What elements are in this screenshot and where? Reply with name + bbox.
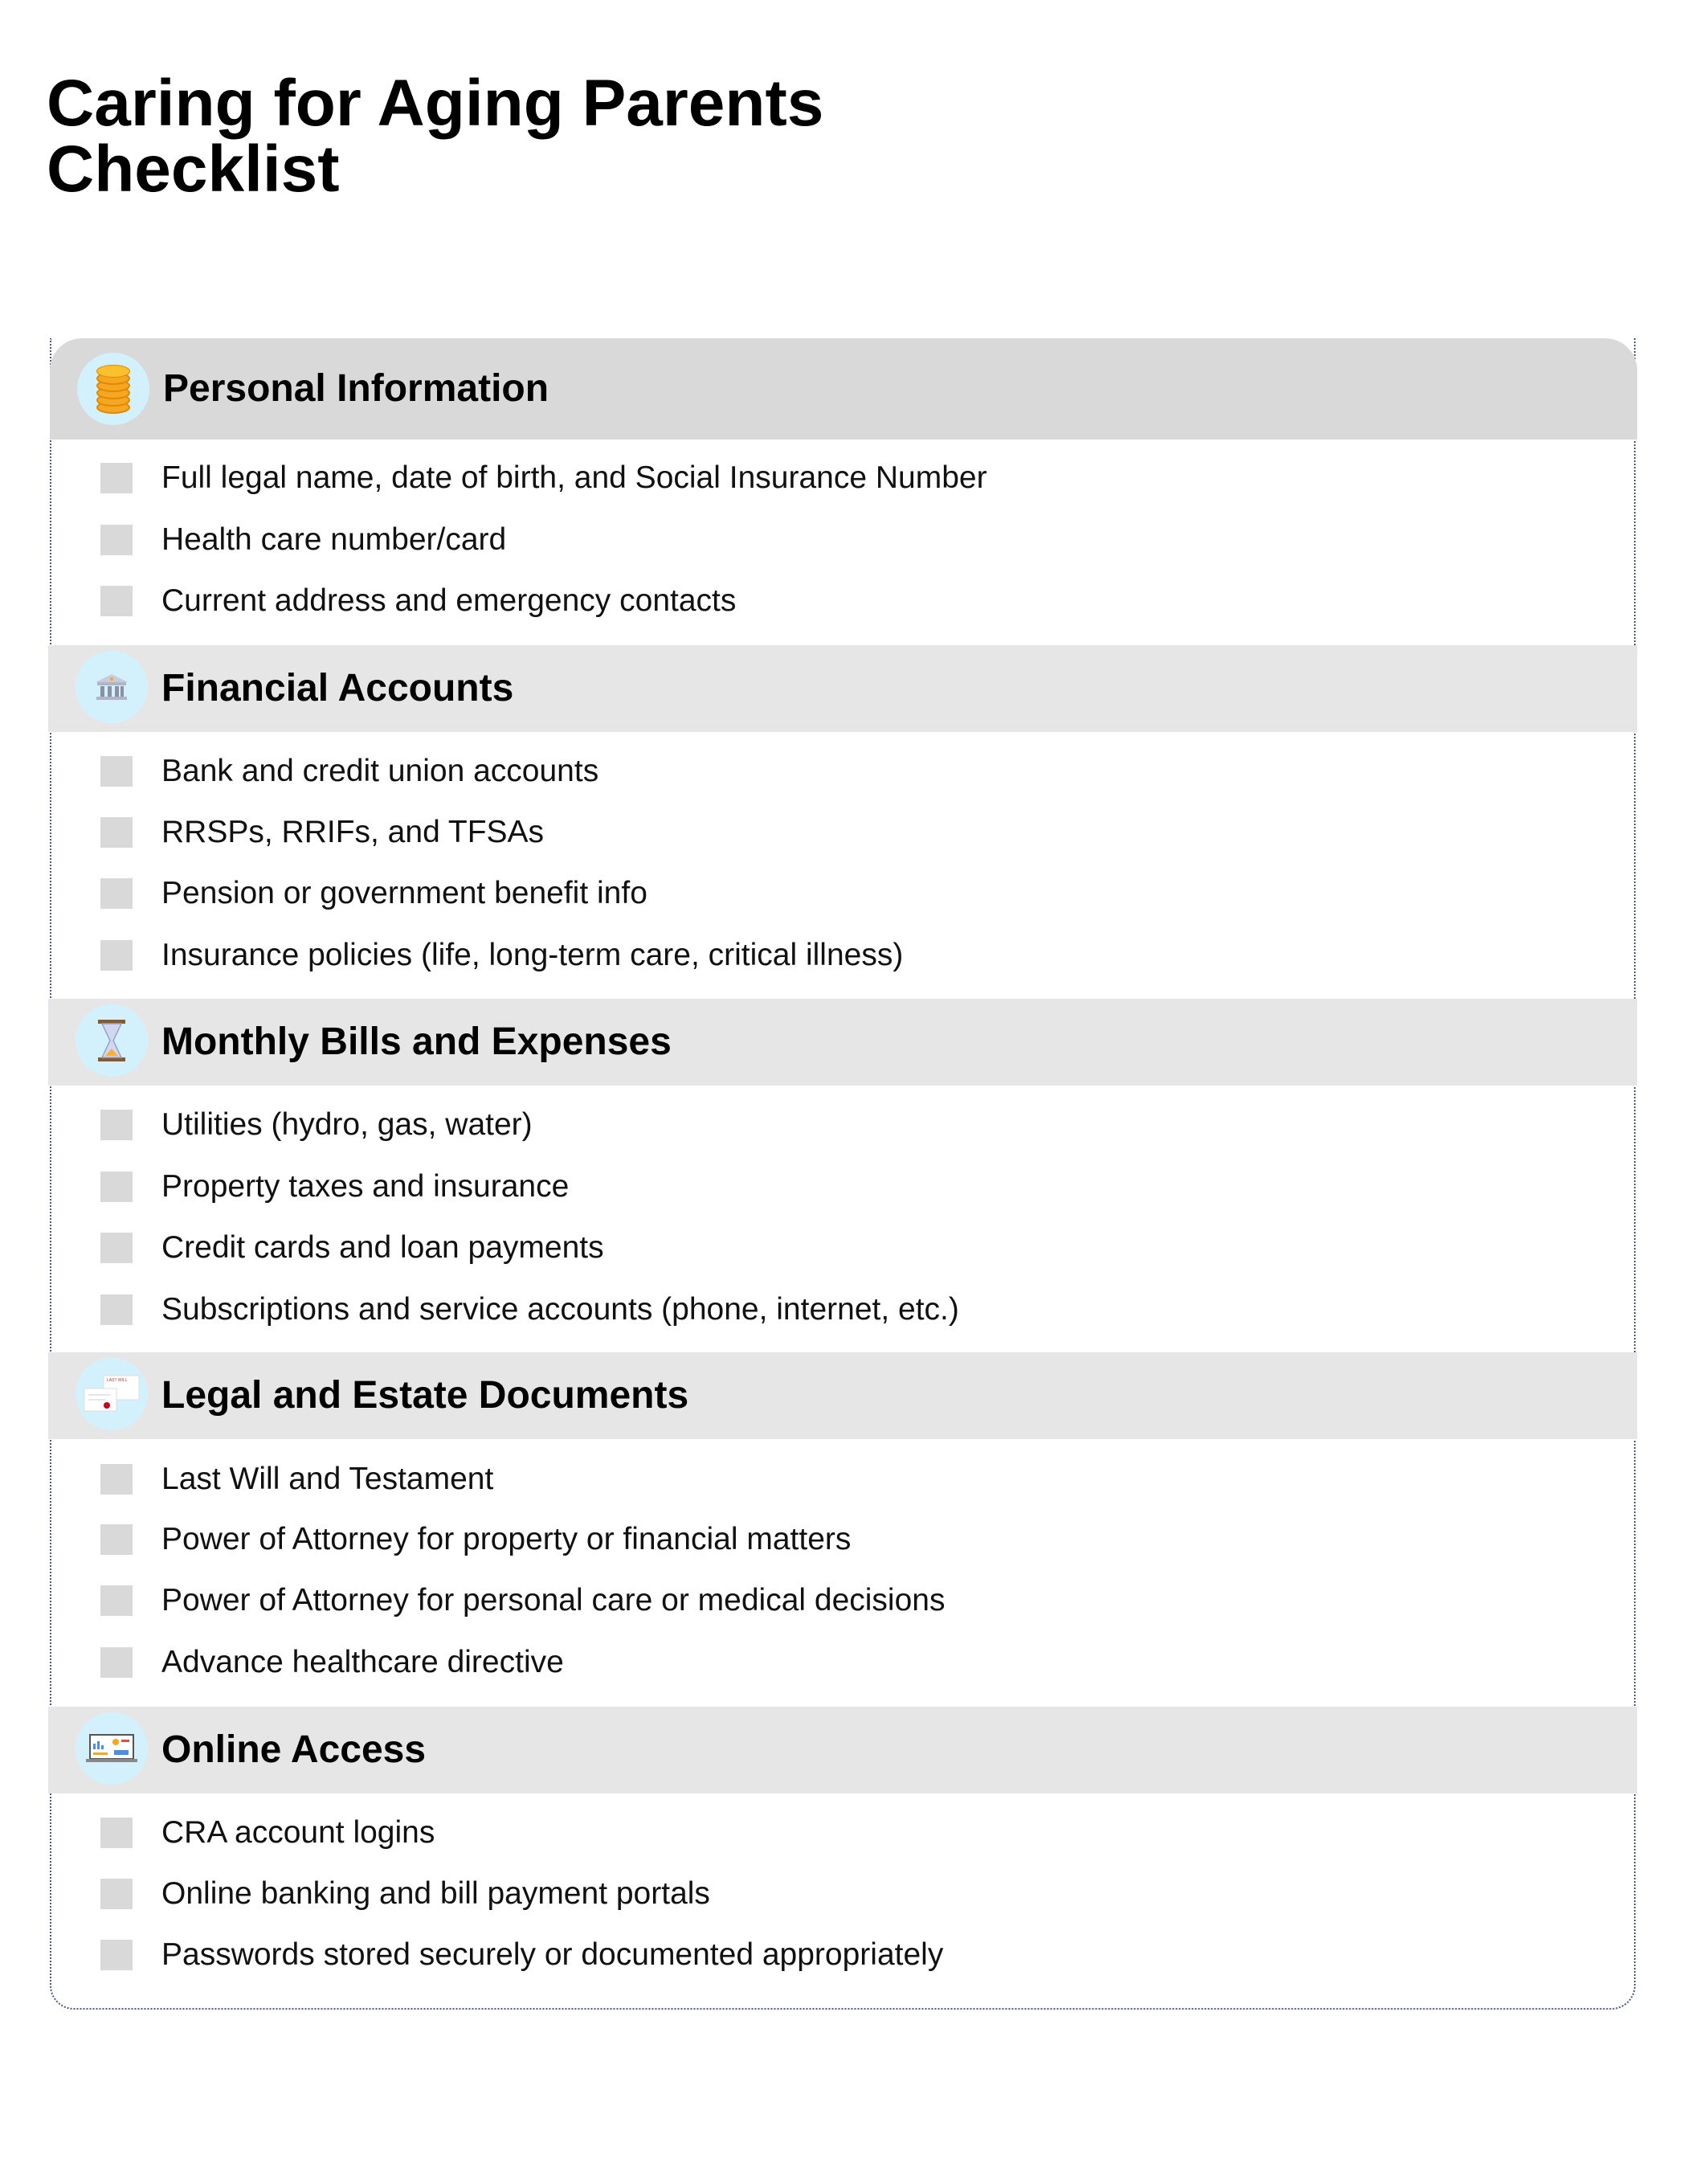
title-line-2: Checklist [47, 133, 340, 206]
checkbox[interactable] [100, 525, 133, 555]
coins-icon [77, 353, 149, 425]
checklist-item-label: Full legal name, date of birth, and Soci… [161, 460, 987, 495]
checkbox[interactable] [100, 1294, 133, 1325]
checkbox[interactable] [100, 756, 133, 787]
checkbox[interactable] [100, 586, 133, 616]
checklist-item: Credit cards and loan payments [100, 1230, 604, 1266]
checklist-item: Utilities (hydro, gas, water) [100, 1107, 533, 1143]
checklist-card [50, 338, 1636, 2010]
section-title: Legal and Estate Documents [161, 1374, 689, 1417]
checkbox[interactable] [100, 817, 133, 848]
checkbox[interactable] [100, 1879, 133, 1909]
checklist-item: Property taxes and insurance [100, 1169, 569, 1204]
svg-text:LAST WILL: LAST WILL [107, 1378, 128, 1383]
checklist-item: Online banking and bill payment portals [100, 1876, 710, 1912]
checkbox[interactable] [100, 463, 133, 493]
checklist-item-label: CRA account logins [161, 1815, 435, 1850]
checkbox[interactable] [100, 1818, 133, 1848]
checklist-item: CRA account logins [100, 1815, 435, 1851]
checklist-item-label: Current address and emergency contacts [161, 583, 737, 618]
checklist-item-label: Credit cards and loan payments [161, 1230, 604, 1265]
section-header: Online Access [48, 1707, 1637, 1793]
checklist-item: Advance healthcare directive [100, 1645, 564, 1680]
title-line-1: Caring for Aging Parents [47, 67, 824, 140]
section-header: Financial Accounts [48, 645, 1637, 732]
checklist-item: Health care number/card [100, 522, 506, 558]
checklist-item: RRSPs, RRIFs, and TFSAs [100, 815, 544, 850]
checklist-item: Current address and emergency contacts [100, 583, 736, 619]
section-title: Personal Information [163, 367, 549, 410]
checklist-item: Pension or government benefit info [100, 876, 647, 911]
section-title: Financial Accounts [161, 667, 514, 710]
laptop-dashboard-icon [76, 1712, 148, 1785]
section-header: Monthly Bills and Expenses [48, 999, 1637, 1086]
checklist-item-label: Online banking and bill payment portals [161, 1876, 710, 1911]
checklist-item: Bank and credit union accounts [100, 754, 598, 789]
section-title: Online Access [161, 1728, 427, 1771]
checklist-item-label: Utilities (hydro, gas, water) [161, 1107, 533, 1142]
checklist-item-label: Pension or government benefit info [161, 876, 647, 910]
checklist-item-label: Power of Attorney for personal care or m… [161, 1583, 946, 1618]
checklist-item: Power of Attorney for personal care or m… [100, 1583, 945, 1618]
hourglass-icon [76, 1004, 148, 1077]
checklist-item-label: Advance healthcare directive [161, 1645, 564, 1679]
section-title: Monthly Bills and Expenses [161, 1020, 672, 1063]
checkbox[interactable] [100, 1464, 133, 1495]
checkbox[interactable] [100, 1172, 133, 1202]
checklist-item: Subscriptions and service accounts (phon… [100, 1292, 959, 1327]
checkbox[interactable] [100, 878, 133, 909]
checklist-item-label: Bank and credit union accounts [161, 754, 599, 788]
checklist-item: Last Will and Testament [100, 1462, 493, 1497]
checklist-item: Passwords stored securely or documented … [100, 1937, 943, 1973]
section-header: LAST WILL Legal and Estate Documents [48, 1352, 1637, 1439]
checklist-item-label: Insurance policies (life, long-term care… [161, 938, 904, 972]
checkbox[interactable] [100, 1524, 133, 1555]
checklist-item-label: Last Will and Testament [161, 1462, 494, 1496]
checklist-item-label: Property taxes and insurance [161, 1169, 570, 1204]
checkbox[interactable] [100, 1585, 133, 1616]
checklist-item-label: RRSPs, RRIFs, and TFSAs [161, 815, 545, 849]
checklist-item-label: Passwords stored securely or documented … [161, 1937, 944, 1972]
checkbox[interactable] [100, 1233, 133, 1263]
checkbox[interactable] [100, 1940, 133, 1970]
checkbox[interactable] [100, 1647, 133, 1678]
checklist-item: Insurance policies (life, long-term care… [100, 938, 903, 973]
section-header: Personal Information [50, 338, 1637, 440]
checkbox[interactable] [100, 940, 133, 971]
checklist-item-label: Power of Attorney for property or financ… [161, 1522, 852, 1556]
checklist-item-label: Subscriptions and service accounts (phon… [161, 1292, 959, 1327]
last-will-document-icon: LAST WILL [76, 1358, 148, 1430]
checklist-item: Full legal name, date of birth, and Soci… [100, 460, 987, 496]
checklist-item-label: Health care number/card [161, 522, 507, 557]
page-title: Caring for Aging Parents Checklist [47, 71, 823, 202]
checklist-item: Power of Attorney for property or financ… [100, 1522, 851, 1557]
checkbox[interactable] [100, 1110, 133, 1140]
bank-icon [76, 651, 148, 723]
